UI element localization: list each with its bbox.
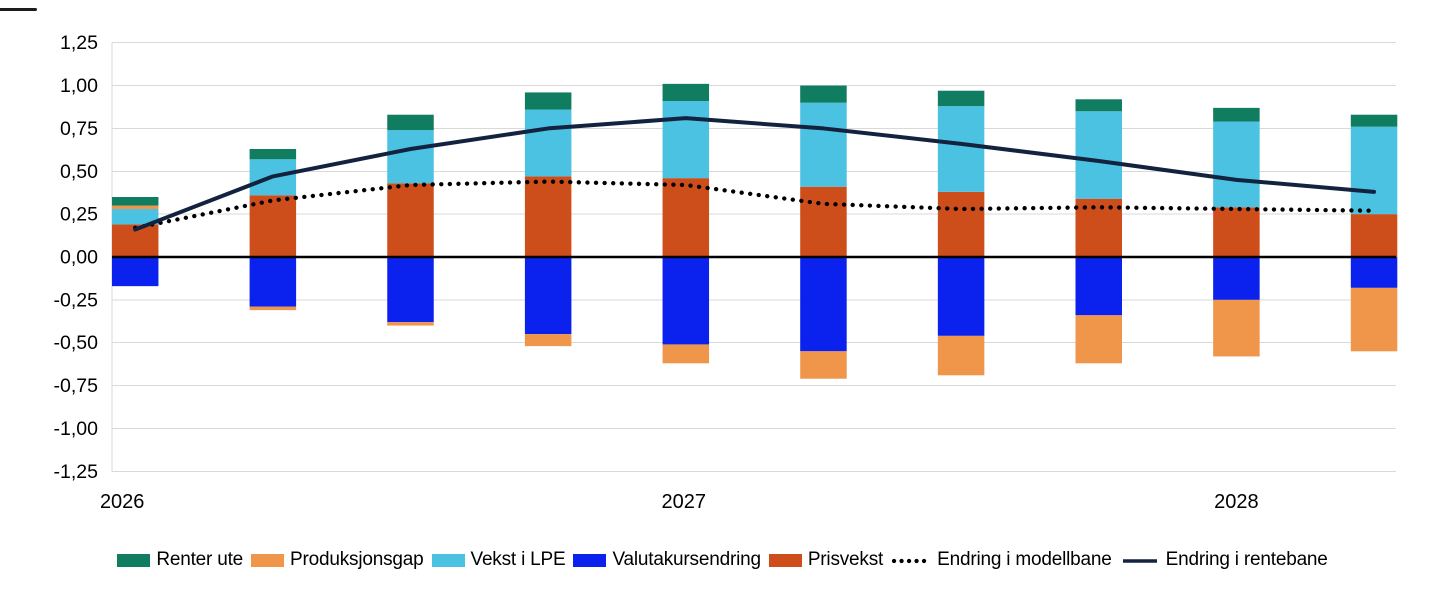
line-endring-i-rentebane — [133, 116, 1377, 232]
bar-segment-renter-ute — [937, 90, 985, 107]
bar-segment-produksjonsgap — [249, 306, 297, 311]
legend-label-renter-ute: Renter ute — [156, 549, 244, 570]
bar-segment-produksjonsgap — [937, 335, 985, 376]
legend-item-prisvekst: Prisvekst — [768, 547, 884, 573]
bar-segment-valutakursendring — [800, 257, 847, 352]
line-endring-i-modellbane — [133, 179, 1377, 231]
y-axis-tick-label: -1,00 — [54, 418, 99, 440]
bar-segment-valutakursendring — [662, 257, 710, 345]
y-axis-tick-label: 1,00 — [60, 75, 98, 97]
bar-segment-prisvekst — [1213, 207, 1260, 257]
legend-item-produksjonsgap: Produksjonsgap — [251, 547, 424, 573]
bar-segment-prisvekst — [1350, 214, 1398, 257]
bar-segment-vekst-i-lpe — [111, 208, 159, 225]
bar-segment-vekst-i-lpe — [1350, 126, 1398, 215]
legend-item-vekst-i-lpe: Vekst i LPE — [431, 547, 566, 573]
chart-legend: Renter ute Produksjonsgap Vekst i LPE Valut… — [0, 545, 1445, 575]
y-axis-tick-label: 0,00 — [60, 247, 98, 269]
x-axis-year-label: 2026 — [100, 491, 145, 513]
bar-segment-produksjonsgap — [662, 344, 710, 364]
bar-segment-valutakursendring — [1213, 257, 1260, 300]
bar-segment-produksjonsgap — [1213, 299, 1260, 357]
legend-label-produksjonsgap: Produksjonsgap — [290, 549, 424, 570]
y-axis-tick-label: 0,50 — [60, 161, 98, 183]
legend-item-endring-i-modellbane: Endring i modellbane — [891, 547, 1112, 573]
y-axis-tick-label: 1,25 — [60, 32, 98, 54]
legend-label-endring-i-rentebane: Endring i rentebane — [1165, 549, 1328, 570]
bar-segment-prisvekst — [800, 186, 847, 257]
y-axis-tick-label: -0,25 — [54, 289, 99, 311]
bar-segment-produksjonsgap — [800, 351, 847, 379]
bar-segment-renter-ute — [111, 196, 159, 206]
y-axis-tick-label: 0,75 — [60, 118, 98, 140]
bar-segment-valutakursendring — [937, 257, 985, 336]
legend-label-vekst-i-lpe: Vekst i LPE — [470, 549, 566, 570]
x-axis-year-label: 2028 — [1214, 491, 1259, 513]
y-axis-tick-label: -0,75 — [54, 375, 99, 397]
bar-segment-produksjonsgap — [387, 322, 434, 326]
legend-swatch-renter-ute — [117, 553, 151, 567]
legend-swatch-valutakursendring — [573, 553, 607, 567]
bar-segment-produksjonsgap — [1075, 315, 1122, 364]
bar-segment-vekst-i-lpe — [1213, 121, 1260, 208]
bar-segment-vekst-i-lpe — [662, 100, 710, 179]
bar-segment-prisvekst — [662, 178, 710, 257]
legend-swatch-prisvekst — [768, 553, 802, 567]
bar-segment-vekst-i-lpe — [524, 109, 572, 177]
bar-segment-renter-ute — [1213, 107, 1260, 122]
bar-segment-valutakursendring — [1350, 257, 1398, 288]
bar-segment-renter-ute — [524, 92, 572, 110]
chart-plot-area: 1,25 1,00 0,75 0,50 0,25 0,00 -0,25 -0,50 -0,75 -… — [54, 32, 1398, 513]
bar-segment-valutakursendring — [387, 257, 434, 323]
legend-item-valutakursendring: Valutakursendring — [573, 547, 761, 573]
bar-segment-produksjonsgap — [1350, 287, 1398, 352]
bar-segment-renter-ute — [800, 85, 847, 103]
bar-segment-renter-ute — [249, 148, 297, 160]
bar-segment-vekst-i-lpe — [937, 106, 985, 192]
bar-segment-prisvekst — [937, 191, 985, 257]
bar-segment-valutakursendring — [1075, 257, 1122, 316]
bar-segment-renter-ute — [387, 114, 434, 131]
legend-swatch-vekst-i-lpe — [431, 553, 465, 567]
bar-segment-produksjonsgap — [524, 334, 572, 347]
bar-segment-produksjonsgap — [111, 205, 159, 209]
bar-segment-prisvekst — [1075, 198, 1122, 257]
legend-label-valutakursendring: Valutakursendring — [612, 549, 761, 570]
top-left-border-artifact — [0, 8, 37, 11]
legend-label-endring-i-modellbane: Endring i modellbane — [937, 549, 1112, 570]
y-axis-tick-label: 0,25 — [60, 204, 98, 226]
legend-marker-dotted-line — [892, 558, 931, 564]
bar-segment-vekst-i-lpe — [800, 102, 847, 187]
bar-segment-valutakursendring — [524, 257, 572, 335]
y-axis-tick-label: -0,50 — [54, 332, 99, 354]
legend-label-prisvekst: Prisvekst — [807, 549, 884, 570]
bar-segment-renter-ute — [1075, 99, 1122, 112]
bar-segment-renter-ute — [662, 83, 710, 101]
bar-segment-prisvekst — [524, 176, 572, 257]
bar-segment-renter-ute — [1350, 114, 1398, 127]
bar-segment-vekst-i-lpe — [1075, 111, 1122, 199]
bar-segment-valutakursendring — [111, 257, 159, 287]
bar-segment-valutakursendring — [249, 257, 297, 307]
y-axis-tick-label: -1,25 — [54, 461, 99, 483]
bar-segment-prisvekst — [387, 183, 434, 257]
legend-swatch-produksjonsgap — [251, 553, 285, 567]
bar-segment-prisvekst — [249, 195, 297, 257]
x-axis-year-label: 2027 — [662, 491, 707, 513]
legend-marker-solid-line — [1122, 559, 1157, 563]
bar-segment-vekst-i-lpe — [387, 130, 434, 184]
legend-item-renter-ute: Renter ute — [117, 547, 243, 573]
legend-item-endring-i-rentebane: Endring i rentebane — [1120, 547, 1328, 573]
